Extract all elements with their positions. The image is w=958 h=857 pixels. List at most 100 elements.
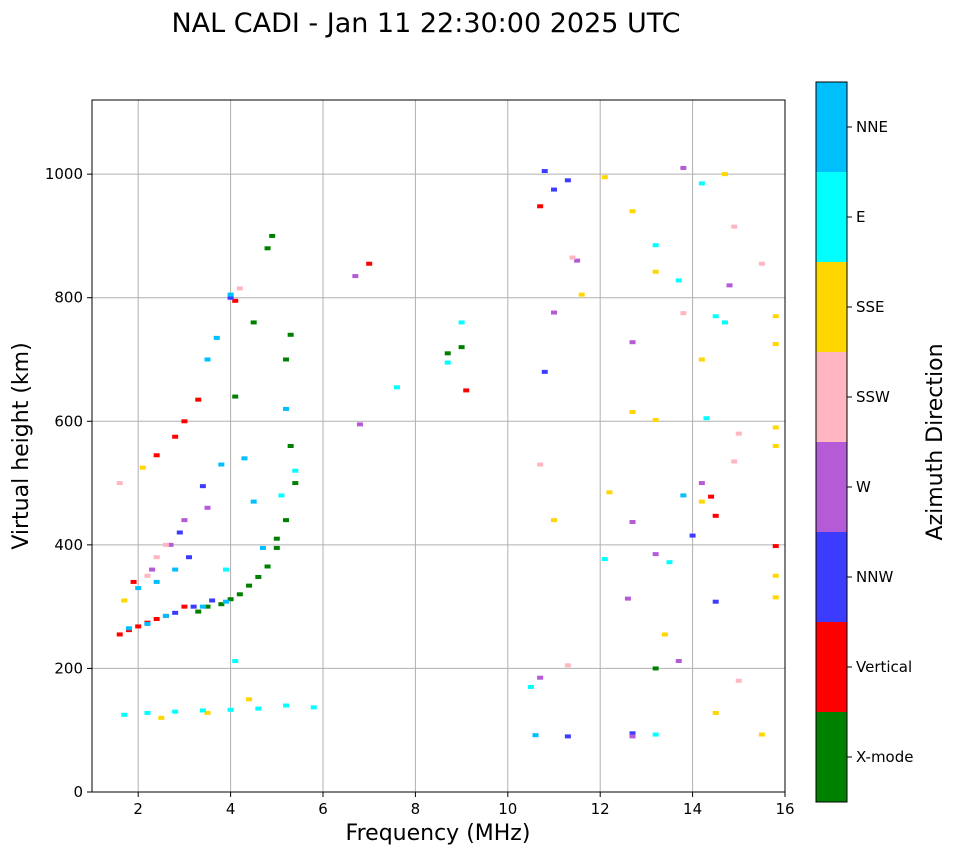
echo-point-vertical (537, 204, 544, 209)
echo-point-x-mode (273, 536, 280, 541)
echo-point-sse (772, 425, 779, 430)
echo-point-x-mode (283, 518, 290, 523)
echo-point-ssw (162, 542, 169, 547)
echo-point-ssw (144, 573, 151, 578)
echo-point-e (199, 708, 206, 713)
echo-point-nne (172, 567, 179, 572)
echo-point-vertical (153, 453, 160, 458)
echo-point-sse (652, 269, 659, 274)
echo-point-e (283, 703, 290, 708)
echo-point-e (121, 712, 128, 717)
echo-point-ssw (735, 678, 742, 683)
echo-point-sse (758, 732, 765, 737)
y-axis-ticks: 0 200 400 600 800 1000 (45, 165, 92, 801)
echo-point-x-mode (255, 574, 262, 579)
echo-point-nne (250, 499, 257, 504)
echo-point-x-mode (264, 246, 271, 251)
echo-point-w (167, 542, 174, 547)
echo-point-ssw (758, 261, 765, 266)
colorbar-tick-label: SSW (856, 388, 890, 406)
x-tick-label: 12 (591, 800, 610, 818)
echo-point-w (356, 422, 363, 427)
echo-point-ssw (537, 462, 544, 467)
echo-point-e (232, 659, 239, 664)
echo-point-x-mode (652, 666, 659, 671)
echo-point-w (574, 258, 581, 263)
x-tick-label: 6 (318, 800, 328, 818)
echo-point-nnw (209, 598, 216, 603)
echo-point-sse (606, 490, 613, 495)
colorbar-tick-label: NNE (856, 118, 888, 136)
echo-point-nne (125, 626, 132, 631)
echo-point-nnw (541, 169, 548, 174)
echo-point-nne (135, 586, 142, 591)
echo-point-sse (772, 342, 779, 347)
echo-point-nnw (541, 369, 548, 374)
echo-point-vertical (366, 261, 373, 266)
echo-point-sse (772, 314, 779, 319)
echo-point-nnw (176, 530, 183, 535)
colorbar-segment-w (816, 442, 847, 532)
echo-point-e (698, 181, 705, 186)
x-tick-label: 10 (498, 800, 517, 818)
echo-point-nne (532, 733, 539, 738)
echo-point-x-mode (292, 481, 299, 486)
colorbar-segment-x-mode (816, 712, 847, 802)
echo-point-vertical (712, 513, 719, 518)
echo-point-nne (259, 545, 266, 550)
echo-point-x-mode (218, 602, 225, 607)
echo-point-w (652, 552, 659, 557)
y-tick-label: 400 (54, 536, 83, 554)
colorbar-segment-nne (816, 82, 847, 172)
echo-point-x-mode (264, 564, 271, 569)
x-tick-label: 14 (683, 800, 702, 818)
echo-point-ssw (116, 481, 123, 486)
echo-point-w (675, 659, 682, 664)
echo-point-nne (222, 599, 229, 604)
echo-point-e (675, 278, 682, 283)
echo-point-vertical (181, 604, 188, 609)
echo-point-e (144, 710, 151, 715)
echo-point-x-mode (287, 444, 294, 448)
echo-point-sse (721, 172, 728, 177)
echo-point-w (181, 518, 188, 523)
echo-point-sse (629, 410, 636, 415)
echo-point-sse (204, 710, 211, 715)
echo-point-nne (213, 335, 220, 340)
echo-point-x-mode (283, 357, 290, 362)
colorbar-tick-label: NNW (856, 568, 893, 586)
echo-point-x-mode (273, 545, 280, 550)
echo-point-ssw (680, 311, 687, 316)
colorbar-segment-e (816, 172, 847, 262)
echo-point-w (726, 283, 733, 288)
echo-point-e (227, 707, 234, 712)
colorbar: X-mode Vertical NNW W SSW SSE E NNE (815, 81, 913, 803)
y-tick-label: 600 (54, 412, 83, 430)
colorbar-segment-nnw (816, 532, 847, 622)
echo-point-nnw (629, 731, 636, 736)
echo-point-vertical (463, 388, 470, 393)
echo-point-nnw (712, 599, 719, 604)
echo-point-e (222, 567, 229, 572)
echo-point-e (278, 493, 285, 498)
echo-point-w (624, 596, 631, 601)
chart-title: NAL CADI - Jan 11 22:30:00 2025 UTC (171, 8, 680, 39)
echo-point-nnw (689, 533, 696, 538)
echo-point-x-mode (195, 609, 202, 614)
colorbar-label: Azimuth Direction (923, 343, 948, 540)
echo-point-sse (551, 518, 557, 523)
echo-point-sse (139, 465, 146, 470)
echo-point-nnw (172, 610, 179, 615)
echo-point-x-mode (287, 332, 294, 337)
echo-point-x-mode (250, 320, 257, 325)
echo-point-w (352, 274, 359, 279)
echo-point-sse (712, 710, 719, 715)
echo-point-x-mode (232, 394, 239, 399)
echo-point-w (629, 519, 636, 524)
echo-point-vertical (708, 494, 715, 499)
echo-point-x-mode (444, 351, 451, 356)
echo-point-ssw (735, 431, 742, 436)
echo-point-x-mode (204, 604, 211, 609)
echo-point-nne (144, 621, 151, 626)
echo-point-w (698, 481, 705, 486)
